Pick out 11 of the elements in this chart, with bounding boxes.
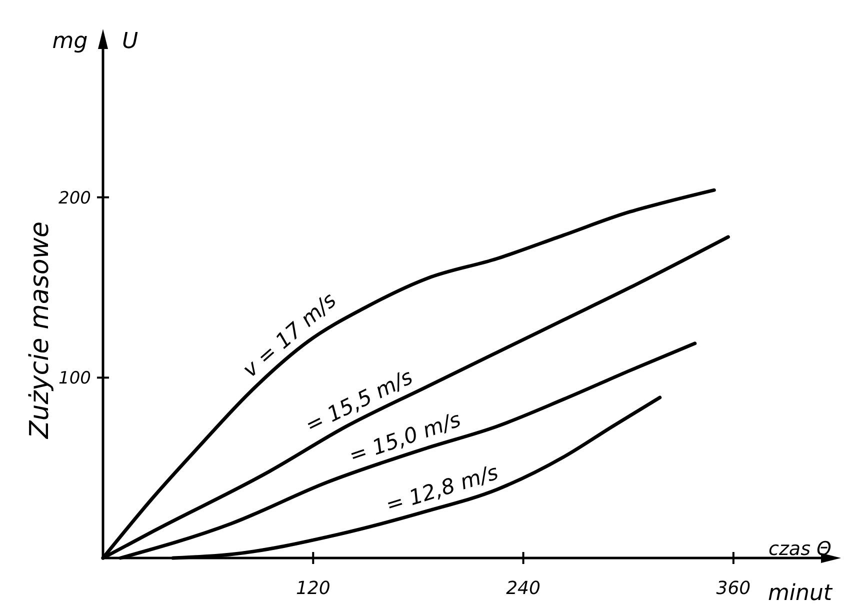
- text: minut: [768, 581, 834, 606]
- y-axis-title: Zużycie masowe: [25, 221, 55, 440]
- x-tick-label: 120: [296, 578, 330, 599]
- annotation: U: [122, 29, 138, 54]
- text: mg: [52, 29, 88, 54]
- x-tick-label: 360: [716, 578, 751, 599]
- x-tick-label: 240: [506, 578, 540, 599]
- y-tick-label: 100: [58, 368, 91, 389]
- text: = 12,8 m/s: [382, 460, 502, 518]
- text: v = 17 m/s: [238, 288, 341, 382]
- y-tick-label: 200: [58, 188, 91, 208]
